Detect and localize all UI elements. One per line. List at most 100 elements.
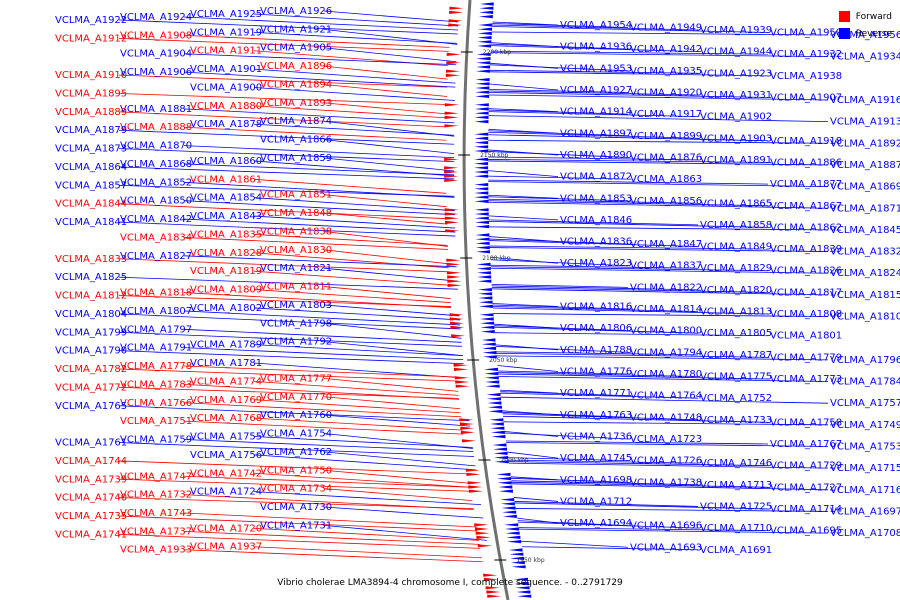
gene-label: VCLMA_A1828 <box>190 248 262 259</box>
reverse-feature <box>474 166 489 170</box>
connector-line <box>513 497 559 502</box>
forward-feature <box>446 262 461 266</box>
gene-label: VCLMA_A1917 <box>630 109 702 120</box>
gene-label: VCLMA_A1837 <box>630 261 702 272</box>
connector-line <box>497 365 559 372</box>
connector-line <box>496 351 699 356</box>
connector-line <box>323 378 459 392</box>
gene-label: VCLMA_A1744 <box>55 456 127 467</box>
gene-label: VCLMA_A1753 <box>830 441 900 452</box>
forward-feature <box>446 61 461 65</box>
connector-line <box>490 52 829 58</box>
reverse-feature <box>478 296 493 300</box>
gene-label: VCLMA_A1888 <box>120 122 192 133</box>
reverse-feature <box>476 262 491 266</box>
reverse-feature <box>501 506 516 510</box>
gene-label: VCLMA_A1932 <box>770 49 842 60</box>
gene-label: VCLMA_A1949 <box>630 23 702 34</box>
reverse-feature <box>478 292 493 296</box>
reverse-feature <box>500 498 515 502</box>
legend-forward: Forward <box>838 8 892 25</box>
reverse-feature <box>474 220 489 224</box>
connector-line <box>508 459 699 464</box>
connector-line <box>183 218 456 233</box>
gene-label: VCLMA_A1739 <box>55 474 127 485</box>
gene-label: VCLMA_A1781 <box>190 358 262 369</box>
reverse-feature <box>482 351 497 355</box>
gene-label: VCLMA_A1750 <box>260 465 332 476</box>
connector-line <box>494 325 629 332</box>
gene-label: VCLMA_A1778 <box>120 361 192 372</box>
connector-line <box>518 528 829 534</box>
connector-line <box>491 31 829 36</box>
connector-line <box>118 405 470 422</box>
reverse-feature <box>492 443 507 447</box>
forward-feature <box>444 157 459 161</box>
reverse-feature <box>474 115 489 119</box>
connector-line <box>183 126 447 141</box>
gene-label: VCLMA_A1906 <box>120 67 192 78</box>
reverse-feature <box>490 430 505 434</box>
gene-label: VCLMA_A1817 <box>770 287 842 298</box>
scale-tick-label: 2050 kbp <box>489 357 517 364</box>
connector-line <box>490 256 559 264</box>
gene-label: VCLMA_A1844 <box>55 199 127 210</box>
reverse-feature <box>475 69 490 73</box>
forward-feature <box>444 208 459 212</box>
gene-label: VCLMA_A1790 <box>55 346 127 357</box>
connector-line <box>488 179 769 185</box>
gene-label: VCLMA_A1836 <box>560 237 632 248</box>
connector-line <box>183 347 464 361</box>
connector-line <box>498 373 769 380</box>
reverse-feature <box>509 552 524 556</box>
gene-label: VCLMA_A1887 <box>830 160 900 171</box>
connector-line <box>183 255 457 268</box>
reverse-feature <box>517 594 532 598</box>
gene-label: VCLMA_A1807 <box>120 306 192 317</box>
reverse-feature <box>484 372 499 376</box>
gene-label: VCLMA_A1902 <box>700 112 772 123</box>
reverse-feature <box>476 61 491 65</box>
reverse-feature <box>497 481 512 485</box>
connector-line <box>118 111 447 128</box>
gene-label: VCLMA_A1735 <box>55 511 127 522</box>
reverse-feature <box>476 65 491 69</box>
gene-label: VCLMA_A1780 <box>630 369 702 380</box>
gene-label: VCLMA_A1939 <box>700 25 772 36</box>
connector-line <box>323 414 471 427</box>
reverse-feature <box>475 78 490 82</box>
gene-label: VCLMA_A1730 <box>260 502 332 513</box>
gene-label: VCLMA_A1805 <box>700 328 772 339</box>
forward-feature <box>444 174 459 178</box>
gene-label: VCLMA_A1830 <box>260 245 332 256</box>
forward-feature <box>461 439 476 443</box>
gene-label: VCLMA_A1853 <box>560 193 632 204</box>
connector-line <box>183 34 450 48</box>
connector-line <box>323 212 448 225</box>
connector-line <box>118 295 451 307</box>
connector-line <box>492 303 559 307</box>
forward-feature <box>468 489 483 493</box>
connector-line <box>253 417 463 431</box>
gene-label: VCLMA_A1903 <box>700 133 772 144</box>
forward-feature <box>444 103 459 107</box>
reverse-feature <box>491 435 506 439</box>
connector-line <box>511 477 629 483</box>
gene-label: VCLMA_A1950 <box>770 28 842 39</box>
forward-feature <box>455 384 470 388</box>
connector-line <box>253 491 482 506</box>
gene-label: VCLMA_A1892 <box>830 138 900 149</box>
reverse-feature <box>475 94 490 98</box>
connector-line <box>183 439 474 452</box>
reverse-feature <box>488 409 503 413</box>
gene-label: VCLMA_A1799 <box>55 327 127 338</box>
connector-line <box>118 203 447 220</box>
connector-line <box>496 355 829 361</box>
connector-line <box>118 129 455 145</box>
reverse-feature <box>474 103 489 107</box>
forward-feature <box>467 481 482 485</box>
gene-label: VCLMA_A1850 <box>120 196 192 207</box>
gene-label: VCLMA_A1876 <box>630 152 702 163</box>
gene-label: VCLMA_A1857 <box>55 180 127 191</box>
gene-label: VCLMA_A1747 <box>120 471 192 482</box>
